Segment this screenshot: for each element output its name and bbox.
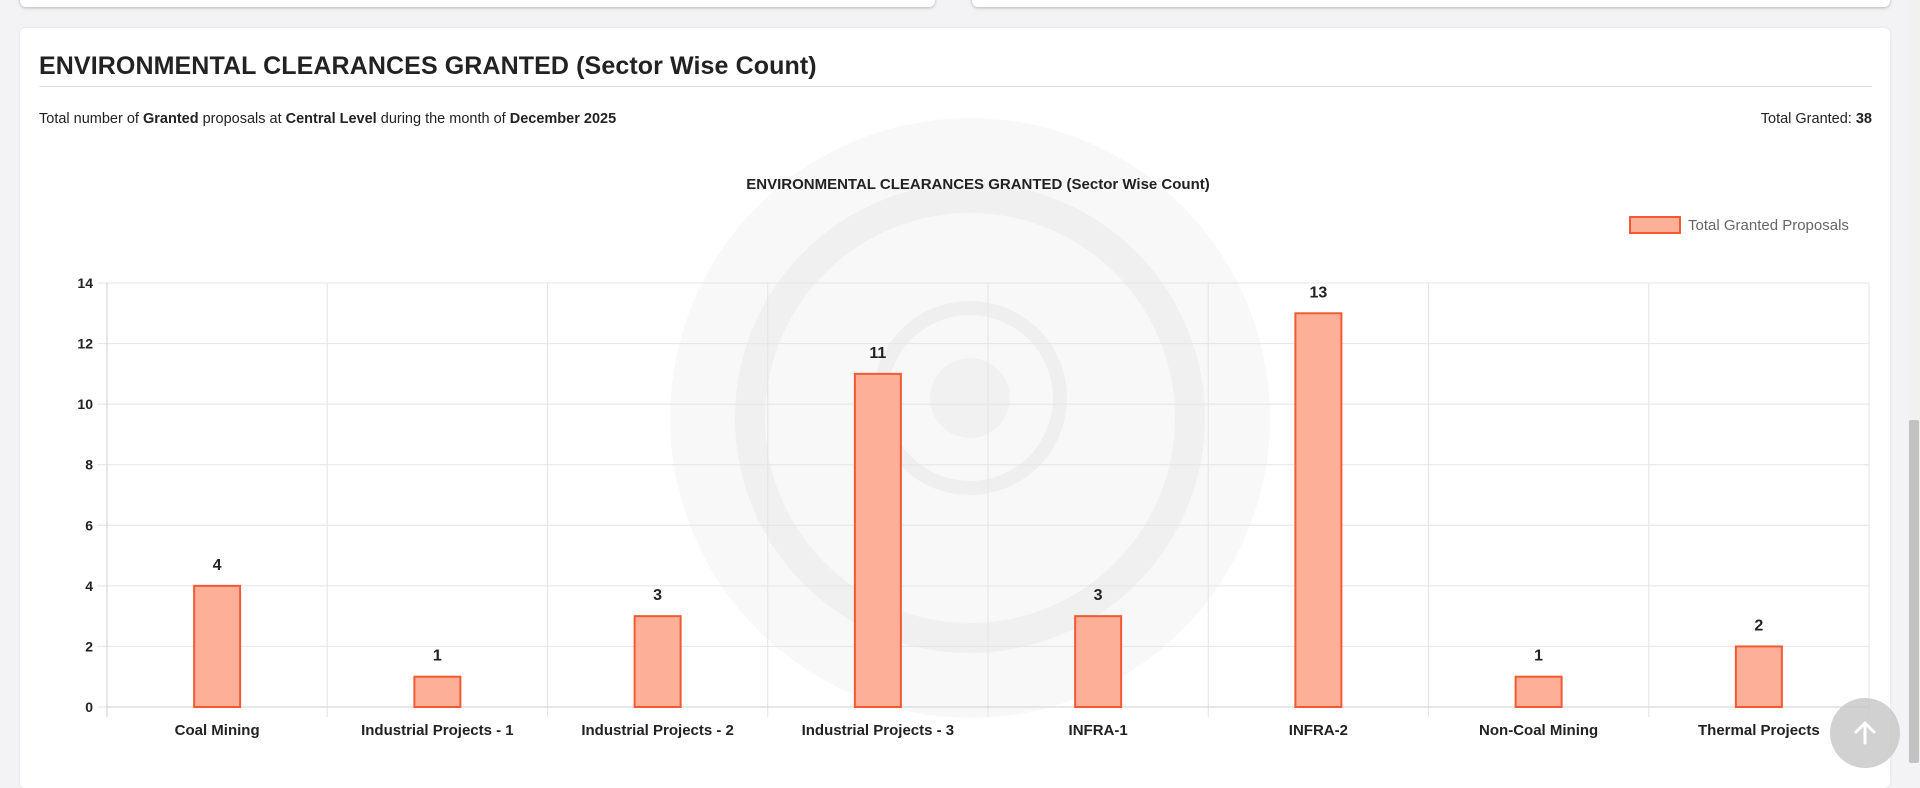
clearances-card: ENVIRONMENTAL CLEARANCES GRANTED (Sector…	[20, 28, 1890, 788]
bar	[193, 584, 242, 709]
x-tick-label: INFRA-1	[1069, 722, 1128, 739]
bar-value-label: 1	[433, 648, 442, 665]
bar-value-label: 11	[869, 345, 886, 362]
y-tick-label: 6	[85, 517, 93, 533]
y-tick-label: 8	[85, 457, 93, 473]
x-tick-label: Industrial Projects - 1	[361, 722, 514, 739]
bar-value-label: 3	[653, 587, 662, 604]
title-divider	[39, 86, 1872, 87]
summary-status: Granted	[142, 111, 199, 127]
top-left-card	[20, 0, 935, 7]
x-tick-label: INFRA-2	[1289, 722, 1348, 739]
summary-month: December 2025	[509, 111, 617, 127]
legend-swatch	[1629, 216, 1681, 234]
y-tick-label: 14	[77, 275, 93, 291]
legend-label: Total Granted Proposals	[1688, 217, 1849, 234]
bar-value-label: 1	[1534, 648, 1543, 665]
x-tick-label: Coal Mining	[175, 722, 260, 739]
summary-prefix: Total number of	[39, 111, 139, 127]
total-granted-label: Total Granted:	[1760, 111, 1852, 127]
bar	[1734, 645, 1783, 708]
bar	[853, 372, 902, 708]
summary-level: Central Level	[285, 111, 377, 127]
y-tick-label: 2	[85, 638, 93, 654]
bar	[1294, 312, 1343, 709]
bar-chart: ENVIRONMENTAL CLEARANCES GRANTED (Sector…	[77, 176, 1870, 739]
total-granted-value: 38	[1855, 111, 1872, 127]
arrow-up-icon	[1854, 721, 1876, 745]
section-title: ENVIRONMENTAL CLEARANCES GRANTED (Sector…	[39, 52, 817, 80]
bar	[413, 675, 462, 709]
x-tick-label: Thermal Projects	[1698, 722, 1820, 739]
y-tick-label: 4	[85, 578, 93, 594]
x-tick-label: Industrial Projects - 2	[581, 722, 734, 739]
chart-title: ENVIRONMENTAL CLEARANCES GRANTED (Sector…	[746, 176, 1210, 193]
bar	[1514, 675, 1563, 709]
bar-value-label: 2	[1754, 617, 1763, 634]
summary-suffix: during the month of	[380, 111, 506, 127]
scrollbar-thumb[interactable]	[1909, 420, 1919, 763]
x-tick-label: Industrial Projects - 3	[802, 722, 955, 739]
y-tick-label: 12	[77, 336, 93, 352]
bar-value-label: 3	[1094, 587, 1103, 604]
y-tick-label: 10	[77, 396, 93, 412]
back-to-top-button[interactable]	[1830, 698, 1900, 768]
bar-value-label: 4	[213, 557, 222, 574]
x-tick-label: Non-Coal Mining	[1479, 722, 1598, 739]
total-granted: Total Granted: 38	[1761, 111, 1872, 127]
bar	[1074, 615, 1123, 708]
bar	[633, 615, 682, 708]
summary-text: Total number of Granted proposals at Cen…	[39, 111, 616, 127]
top-right-card	[972, 0, 1890, 7]
y-tick-label: 0	[85, 699, 93, 715]
bar-value-label: 13	[1309, 284, 1327, 301]
summary-middle: proposals at	[202, 111, 282, 127]
